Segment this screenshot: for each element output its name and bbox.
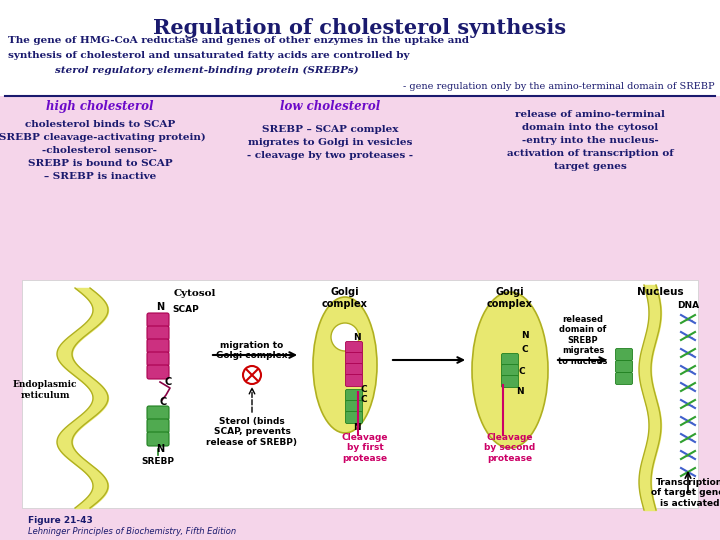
FancyBboxPatch shape	[346, 353, 362, 364]
Text: domain into the cytosol: domain into the cytosol	[522, 123, 658, 132]
Text: - cleavage by two proteases -: - cleavage by two proteases -	[247, 151, 413, 160]
FancyBboxPatch shape	[346, 363, 362, 375]
Text: Cleavage
by second
protease: Cleavage by second protease	[485, 433, 536, 463]
FancyBboxPatch shape	[616, 373, 632, 384]
Text: N: N	[516, 388, 524, 396]
FancyBboxPatch shape	[616, 361, 632, 373]
Text: cholesterol binds to SCAP: cholesterol binds to SCAP	[25, 120, 175, 129]
FancyBboxPatch shape	[147, 432, 169, 446]
FancyBboxPatch shape	[22, 280, 698, 508]
Text: (SREBP cleavage-activating protein): (SREBP cleavage-activating protein)	[0, 133, 206, 142]
Text: N: N	[156, 302, 164, 312]
Text: Regulation of cholesterol synthesis: Regulation of cholesterol synthesis	[153, 18, 567, 38]
Text: Endoplasmic
reticulum: Endoplasmic reticulum	[13, 380, 77, 400]
Text: Golgi
complex: Golgi complex	[487, 287, 533, 308]
FancyBboxPatch shape	[147, 419, 169, 433]
Text: SREBP: SREBP	[142, 456, 174, 465]
FancyBboxPatch shape	[346, 389, 362, 402]
FancyBboxPatch shape	[147, 313, 169, 327]
Text: Transcription
of target genes
is activated: Transcription of target genes is activat…	[651, 478, 720, 508]
Text: – SREBP is inactive: – SREBP is inactive	[44, 172, 156, 181]
FancyBboxPatch shape	[0, 96, 720, 540]
Text: activation of transcription of: activation of transcription of	[507, 149, 673, 158]
Text: Nucleus: Nucleus	[636, 287, 683, 297]
FancyBboxPatch shape	[147, 352, 169, 366]
Text: Golgi complex: Golgi complex	[216, 350, 288, 360]
FancyBboxPatch shape	[502, 354, 518, 366]
FancyBboxPatch shape	[502, 375, 518, 388]
Text: C: C	[522, 346, 528, 354]
FancyBboxPatch shape	[346, 411, 362, 423]
FancyBboxPatch shape	[346, 341, 362, 354]
Text: Golgi
complex: Golgi complex	[322, 287, 368, 308]
Text: SREBP – SCAP complex: SREBP – SCAP complex	[262, 125, 398, 134]
FancyBboxPatch shape	[147, 326, 169, 340]
Text: N: N	[156, 444, 164, 454]
Text: target genes: target genes	[554, 162, 626, 171]
Circle shape	[331, 323, 359, 351]
FancyBboxPatch shape	[616, 348, 632, 361]
Text: The gene of HMG-CoA reductase and genes of other enzymes in the uptake and: The gene of HMG-CoA reductase and genes …	[8, 36, 469, 45]
Text: C: C	[164, 377, 171, 387]
Text: N: N	[354, 333, 361, 341]
Text: Cytosol: Cytosol	[174, 288, 216, 298]
FancyBboxPatch shape	[147, 365, 169, 379]
FancyBboxPatch shape	[147, 406, 169, 420]
Text: N: N	[521, 330, 528, 340]
FancyBboxPatch shape	[346, 401, 362, 413]
Text: synthesis of cholesterol and unsaturated fatty acids are controlled by: synthesis of cholesterol and unsaturated…	[8, 51, 410, 60]
Text: DNA: DNA	[677, 300, 699, 309]
Text: - gene regulation only by the amino-terminal domain of SREBP: - gene regulation only by the amino-term…	[403, 82, 715, 91]
Text: -entry into the nucleus-: -entry into the nucleus-	[521, 136, 658, 145]
Text: release of amino-terminal: release of amino-terminal	[515, 110, 665, 119]
Text: released
domain of
SREBP
migrates
to nucleus: released domain of SREBP migrates to nuc…	[558, 315, 608, 366]
Text: sterol regulatory element-binding protein (SREBPs): sterol regulatory element-binding protei…	[55, 66, 359, 75]
Text: C: C	[361, 384, 367, 394]
Text: C: C	[361, 395, 367, 404]
Text: low cholesterol: low cholesterol	[280, 100, 380, 113]
Text: high cholesterol: high cholesterol	[46, 100, 154, 113]
FancyBboxPatch shape	[502, 364, 518, 376]
Text: C: C	[518, 367, 526, 375]
Text: Lehninger Principles of Biochemistry, Fifth Edition: Lehninger Principles of Biochemistry, Fi…	[28, 527, 236, 536]
FancyBboxPatch shape	[346, 375, 362, 387]
Text: migrates to Golgi in vesicles: migrates to Golgi in vesicles	[248, 138, 412, 147]
Text: N: N	[354, 423, 361, 433]
Text: SCAP: SCAP	[172, 306, 199, 314]
Text: Figure 21-43: Figure 21-43	[28, 516, 93, 525]
FancyBboxPatch shape	[147, 339, 169, 353]
Text: migration to: migration to	[220, 341, 284, 349]
Ellipse shape	[313, 297, 377, 433]
Text: Sterol (binds
SCAP, prevents
release of SREBP): Sterol (binds SCAP, prevents release of …	[207, 417, 297, 447]
Ellipse shape	[472, 292, 548, 448]
Text: SREBP is bound to SCAP: SREBP is bound to SCAP	[27, 159, 172, 168]
Text: C: C	[159, 397, 166, 407]
Text: Cleavage
by first
protease: Cleavage by first protease	[342, 433, 388, 463]
Text: -cholesterol sensor-: -cholesterol sensor-	[42, 146, 158, 155]
